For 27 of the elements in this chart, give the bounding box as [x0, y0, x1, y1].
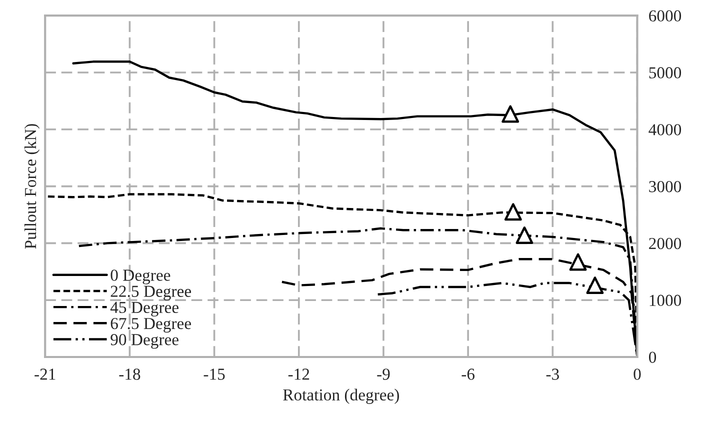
x-tick-label: 0 [634, 368, 641, 380]
y-tick-label: 3000 [649, 180, 682, 192]
legend-label: 0 Degree [110, 270, 170, 284]
y-tick-label: 1000 [650, 294, 682, 306]
x-axis-title: Rotation (degree) [283, 388, 399, 404]
x-tick-label: -6 [462, 368, 475, 380]
point [516, 226, 534, 244]
legend-label: 22.5 Degree [110, 286, 191, 300]
legend-label: 67.5 Degree [110, 318, 191, 333]
y-tick-label: 2000 [649, 238, 682, 250]
point [502, 105, 520, 123]
point [569, 253, 587, 271]
x-tick-label: -18 [119, 368, 140, 380]
x-tick-label: -9 [377, 368, 390, 380]
x-tick-label: -21 [34, 368, 56, 380]
x-tick-label: -3 [546, 368, 559, 380]
y-tick-label: 4000 [648, 124, 682, 136]
y-tick-label: 5000 [649, 67, 682, 78]
point [504, 203, 522, 221]
x-tick-label: -15 [204, 368, 225, 380]
y-tick-label: 0 [648, 352, 656, 363]
y-tick-label: 6000 [649, 10, 682, 22]
x-tick-label: -12 [288, 368, 310, 380]
legend-label: 45 Degree [110, 302, 178, 316]
y-axis-title: Pullout Force (kN) [24, 124, 40, 249]
point [586, 276, 604, 294]
legend-label: 90 Degree [110, 334, 178, 349]
